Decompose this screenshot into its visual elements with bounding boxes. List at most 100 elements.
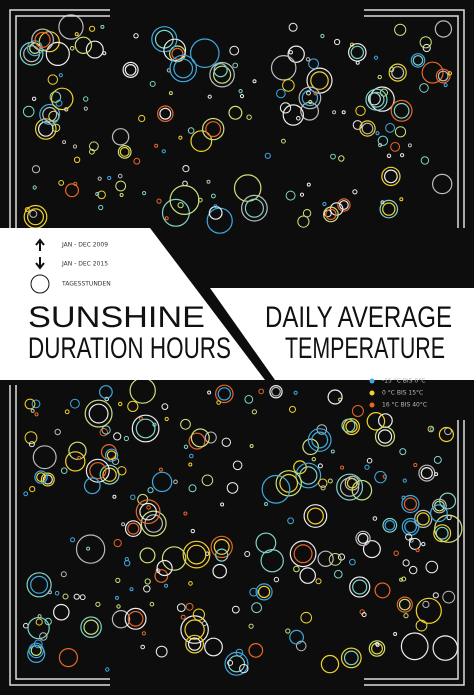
circle	[34, 118, 57, 140]
circle	[111, 128, 130, 146]
circle	[144, 578, 151, 585]
circle	[215, 384, 234, 404]
circle	[115, 595, 119, 600]
circle	[86, 546, 91, 551]
circle	[415, 548, 420, 553]
circle	[113, 539, 122, 548]
circle	[361, 612, 367, 618]
circle	[60, 571, 67, 578]
circle	[287, 517, 295, 525]
circle	[374, 470, 387, 484]
circle	[31, 28, 54, 52]
circle	[130, 494, 136, 500]
circle	[248, 643, 264, 658]
circle	[161, 546, 187, 571]
circle	[183, 444, 189, 449]
circle	[425, 560, 439, 574]
circle	[306, 182, 311, 187]
circle	[29, 486, 36, 493]
circle	[69, 46, 75, 51]
circle	[373, 55, 379, 60]
circle	[447, 71, 452, 76]
circle	[381, 166, 401, 187]
circle	[220, 502, 225, 507]
circle	[308, 99, 313, 105]
circle	[171, 47, 184, 60]
circle	[293, 390, 298, 395]
circle	[231, 605, 240, 614]
legend-label: 0 °C BIS 15°C	[382, 390, 423, 397]
circle	[281, 138, 286, 144]
circle	[320, 654, 340, 674]
circle	[338, 155, 345, 162]
circle	[239, 94, 245, 99]
circle	[443, 83, 448, 88]
circle	[27, 616, 50, 640]
circle	[183, 511, 188, 516]
circle	[399, 448, 407, 456]
circle	[328, 553, 342, 566]
circle	[89, 25, 96, 32]
legend-dot	[369, 378, 375, 384]
circle	[264, 502, 268, 506]
circle	[364, 464, 370, 470]
circle	[439, 492, 457, 510]
circle	[341, 110, 346, 115]
circle	[50, 87, 74, 111]
legend-dot	[369, 402, 375, 408]
circle	[289, 405, 296, 413]
circle	[299, 466, 318, 485]
circle	[115, 577, 121, 584]
circle	[310, 71, 329, 90]
circle	[239, 663, 249, 674]
circle	[352, 579, 368, 595]
circle	[133, 33, 139, 39]
circle	[238, 89, 243, 94]
circle	[97, 176, 102, 181]
circle	[31, 96, 37, 102]
circle	[138, 114, 146, 123]
arrow-down	[35, 257, 45, 270]
circle	[188, 462, 193, 467]
circle	[430, 504, 448, 523]
circle	[201, 620, 207, 627]
circle	[368, 640, 386, 657]
circle	[73, 593, 80, 600]
circle	[190, 428, 210, 448]
circle	[169, 54, 197, 83]
circle	[421, 541, 426, 547]
circle	[334, 38, 341, 46]
circle	[23, 491, 29, 497]
circle	[146, 505, 151, 510]
circle	[343, 418, 361, 436]
circle	[158, 467, 163, 472]
circle	[58, 14, 84, 40]
circle	[377, 74, 382, 80]
circle	[72, 144, 78, 149]
circle	[83, 619, 99, 635]
circle	[117, 144, 132, 159]
circle	[127, 400, 139, 412]
circle	[422, 43, 431, 53]
circle	[35, 618, 43, 626]
circle	[388, 63, 407, 82]
circle	[429, 427, 434, 432]
circle	[390, 99, 413, 122]
circle	[113, 432, 122, 441]
circle	[289, 629, 305, 645]
circle	[415, 619, 428, 632]
circle	[403, 613, 409, 619]
circle	[24, 207, 30, 213]
circle	[361, 122, 374, 135]
circle	[410, 53, 426, 68]
circle	[49, 91, 62, 103]
arrow-up	[35, 238, 45, 251]
circle	[351, 405, 364, 417]
circle	[306, 90, 311, 96]
circle	[115, 180, 127, 192]
circle	[99, 464, 120, 485]
circle	[32, 445, 57, 470]
circle	[299, 192, 305, 197]
circle	[325, 208, 337, 221]
circle	[83, 477, 101, 495]
